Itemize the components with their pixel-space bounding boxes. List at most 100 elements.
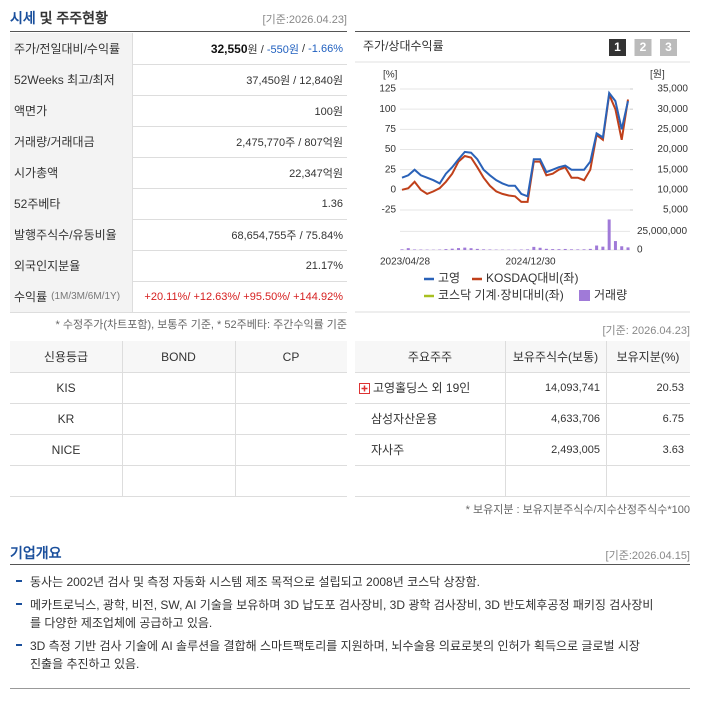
divider	[132, 33, 133, 312]
value-part: 100원	[314, 105, 343, 118]
volume-bar	[595, 245, 599, 250]
title-accent: 시세	[10, 10, 36, 26]
row-label: 수익률 (1M/3M/6M/1Y)	[14, 281, 120, 312]
divider	[10, 312, 347, 313]
overview-text: 를 다양한 제조업체에 공급하고 있음.	[30, 616, 213, 630]
row-label: 발행주식수/유동비율	[14, 219, 117, 250]
divider	[10, 188, 347, 189]
volume-bar	[576, 249, 580, 250]
legend-swatch	[579, 290, 590, 301]
value-part: 68,654,755주 / 75.84%	[231, 229, 343, 242]
volume-tick-label: 0	[637, 245, 643, 256]
table-cell: 20.53	[656, 381, 684, 394]
volume-bar	[532, 246, 536, 250]
divider	[10, 372, 347, 373]
row-label: 거래량/거래대금	[14, 126, 95, 157]
value-part: 1.36	[321, 197, 343, 210]
row-value: 100원	[315, 95, 343, 126]
value-part: 21.17%	[305, 259, 343, 272]
divider	[10, 465, 347, 466]
chart-button[interactable]	[609, 39, 626, 56]
y-tick-label: 125	[379, 84, 396, 95]
divider	[505, 341, 506, 496]
y-tick-label: 0	[390, 184, 396, 195]
y2-tick-label: 30,000	[657, 104, 688, 115]
volume-bar	[457, 248, 460, 250]
row-label-text: 외국인지분율	[14, 259, 81, 273]
table-cell: KIS	[56, 380, 76, 395]
value-part: 2,475,770주 / 807억원	[236, 136, 343, 149]
divider	[10, 31, 347, 32]
plus-icon[interactable]	[360, 384, 369, 393]
series-line	[401, 90, 629, 198]
row-label-note: (1M/3M/6M/1Y)	[51, 291, 121, 302]
volume-bar	[613, 241, 617, 250]
row-label-text: 발행주식수/유동비율	[14, 228, 117, 242]
row-label: 외국인지분율	[14, 250, 80, 281]
divider	[10, 250, 347, 251]
table-cell: 4,633,706	[551, 412, 600, 425]
section-title: 기업개요	[10, 545, 62, 561]
volume-bar	[557, 249, 561, 250]
chart-button-label[interactable]: 1	[614, 40, 621, 54]
table-cell: NICE	[51, 442, 81, 457]
footnote: * 보유지분 : 보유지분주식수/지수산정주식수*100	[465, 504, 690, 516]
divider	[10, 219, 347, 220]
y2-tick-label: 20,000	[657, 144, 688, 155]
divider	[10, 281, 347, 282]
y2-tick-label: 10,000	[657, 184, 688, 195]
chart-button[interactable]	[634, 39, 652, 56]
value-part: 22,347억원	[289, 167, 343, 180]
row-label: 액면가	[14, 95, 47, 126]
row-label-text: 수익률	[14, 290, 48, 304]
section-title: 시세 및 주주현황	[10, 8, 108, 28]
bullet	[16, 644, 22, 646]
row-label: 주가/전일대비/수익률	[14, 33, 120, 64]
chart-button-label[interactable]: 2	[640, 40, 647, 54]
divider	[10, 95, 347, 96]
chart-button[interactable]	[660, 39, 677, 56]
y-tick-label: 100	[379, 104, 396, 115]
volume-bar	[444, 249, 448, 250]
value-part: 원 /	[247, 43, 267, 56]
row-value: 37,450원 / 12,840원	[246, 64, 343, 95]
overview-text: 진출을 추진하고 있음.	[30, 657, 140, 671]
volume-bar	[607, 219, 611, 250]
table-cell: 3.63	[662, 443, 684, 456]
volume-bar	[488, 249, 492, 250]
volume-bar	[450, 248, 454, 250]
volume-bar	[463, 247, 467, 250]
y2-tick-label: 35,000	[657, 84, 688, 95]
chart-button-label[interactable]: 3	[665, 40, 672, 54]
chart-title: 주가/상대수익률	[363, 39, 444, 53]
divider	[10, 688, 690, 689]
label-cell	[10, 95, 132, 126]
divider	[355, 31, 690, 32]
value-part: -1.66%	[308, 42, 343, 55]
divider	[355, 496, 690, 497]
divider	[10, 157, 347, 158]
row-label: 시가총액	[14, 157, 58, 188]
label-cell	[10, 250, 132, 281]
volume-bar	[551, 249, 555, 250]
row-value: 2,475,770주 / 807억원	[236, 126, 343, 157]
label-cell	[10, 188, 132, 219]
row-label: 52주베타	[14, 188, 60, 219]
divider	[355, 372, 690, 373]
value-part: /	[298, 42, 309, 55]
legend-label: 코스닥 기계·장비대비(좌)	[438, 288, 564, 302]
expand-icon[interactable]	[359, 383, 370, 394]
table-cell: KR	[57, 411, 75, 426]
volume-bar	[570, 249, 573, 250]
divider	[10, 564, 690, 565]
x-tick-label: 2024/12/30	[506, 257, 556, 268]
bullet	[16, 580, 22, 582]
date-label: [기준:2026.04.15]	[605, 550, 690, 562]
overview-text: 동사는 2002년 검사 및 측정 자동화 시스템 제조 목적으로 설립되고 2…	[30, 575, 481, 589]
divider	[235, 341, 236, 496]
table-cell: 고영홀딩스 외 19인	[373, 381, 471, 395]
table-cell: 삼성자산운용	[371, 412, 438, 426]
header-cell: BOND	[122, 341, 235, 372]
header-cell: CP	[235, 341, 347, 372]
